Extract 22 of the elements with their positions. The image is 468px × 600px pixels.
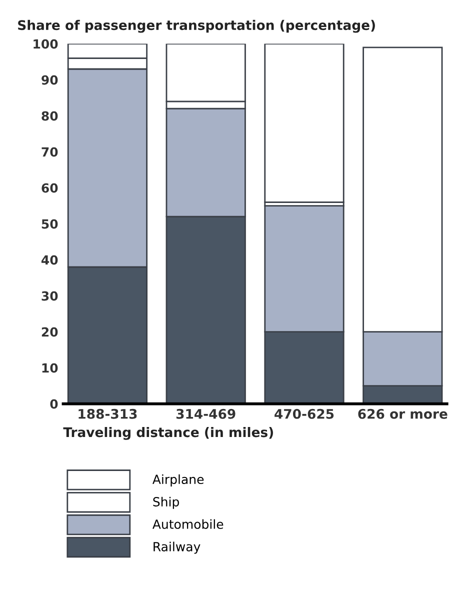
y-tick-label: 60 — [42, 183, 58, 193]
x-tick-label: 626 or more — [358, 408, 448, 419]
legend-label: Automobile — [152, 519, 224, 529]
y-tick-label: 40 — [41, 255, 58, 265]
y-tick-label: 100 — [34, 39, 58, 49]
y-tick-label: 80 — [42, 111, 58, 121]
y-tick-label: 90 — [42, 75, 58, 85]
x-tick-label: 470-625 — [274, 408, 334, 419]
y-tick-label: 0 — [50, 399, 58, 409]
x-tick-label: 314-469 — [176, 408, 236, 419]
y-tick-label: 30 — [42, 291, 58, 301]
legend-label: Railway — [154, 542, 200, 554]
legend-label: Airplane — [152, 474, 204, 486]
bar — [264, 44, 344, 203]
x-axis-title: Traveling distance (in miles) — [63, 426, 273, 440]
y-tick-label: 10 — [42, 363, 58, 373]
x-tick-label: 188-313 — [78, 408, 137, 419]
chart-title: Share of passenger transportation (percentage) — [18, 20, 375, 33]
y-tick-label: 20 — [42, 327, 58, 337]
y-tick-label: 70 — [42, 147, 58, 157]
legend-label: Ship — [153, 496, 179, 509]
y-tick-label: 50 — [42, 219, 58, 229]
